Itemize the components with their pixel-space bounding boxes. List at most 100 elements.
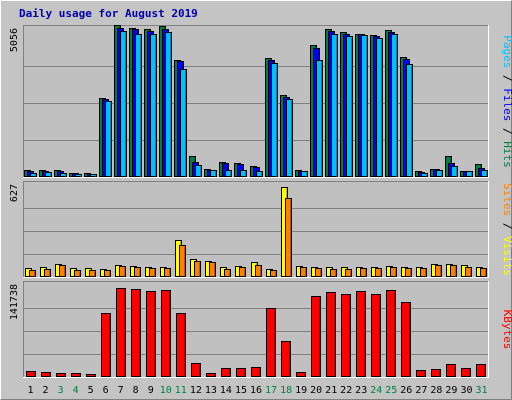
bar-pages-day-20 bbox=[316, 60, 323, 177]
bar-kbytes-day-25 bbox=[386, 290, 396, 377]
bar-sites-day-30 bbox=[465, 267, 472, 277]
bar-sites-day-6 bbox=[104, 270, 111, 277]
bar-pages-day-26 bbox=[406, 64, 413, 177]
panel-legend-label: Sites / Visits bbox=[501, 183, 512, 276]
bar-pages-day-12 bbox=[195, 165, 202, 177]
bar-pages-day-28 bbox=[436, 170, 443, 177]
bar-sites-day-23 bbox=[360, 268, 367, 277]
bar-pages-day-25 bbox=[391, 34, 398, 177]
bar-sites-day-25 bbox=[390, 267, 397, 277]
panel-background bbox=[23, 25, 489, 178]
bar-sites-day-18 bbox=[285, 198, 292, 277]
bar-kbytes-day-13 bbox=[206, 373, 216, 377]
bar-kbytes-day-7 bbox=[116, 288, 126, 377]
x-tick-day-17: 17 bbox=[265, 385, 277, 396]
x-tick-day-23: 23 bbox=[355, 385, 367, 396]
panel-border-light bbox=[23, 25, 489, 178]
bar-pages-day-7 bbox=[120, 31, 127, 177]
x-tick-day-12: 12 bbox=[190, 385, 202, 396]
panel-kbytes: 141738 KBytes bbox=[9, 281, 512, 378]
bar-pages-day-23 bbox=[361, 35, 368, 177]
bars-visits-sites bbox=[25, 187, 487, 277]
x-tick-day-22: 22 bbox=[340, 385, 352, 396]
bar-pages-day-30 bbox=[466, 171, 473, 177]
bar-pages-day-19 bbox=[301, 171, 308, 177]
bar-kbytes-day-11 bbox=[176, 313, 186, 377]
x-tick-day-29: 29 bbox=[445, 385, 457, 396]
bar-pages-day-2 bbox=[45, 172, 52, 177]
bar-sites-day-15 bbox=[239, 267, 246, 277]
x-tick-day-3: 3 bbox=[58, 385, 64, 396]
bars-kbytes bbox=[26, 288, 486, 377]
x-tick-day-8: 8 bbox=[133, 385, 139, 396]
x-tick-day-20: 20 bbox=[310, 385, 322, 396]
bar-pages-day-11 bbox=[180, 69, 187, 177]
panel-border-dark bbox=[23, 25, 489, 178]
x-tick-day-6: 6 bbox=[103, 385, 109, 396]
bar-sites-day-26 bbox=[405, 268, 412, 277]
legend-entry: Sites bbox=[501, 183, 512, 216]
bar-kbytes-day-16 bbox=[251, 367, 261, 377]
legend-entry: Files bbox=[501, 88, 512, 121]
x-tick-day-2: 2 bbox=[42, 385, 48, 396]
bar-kbytes-day-17 bbox=[266, 308, 276, 377]
bar-sites-day-19 bbox=[300, 267, 307, 277]
legend-entry: / bbox=[501, 121, 512, 141]
x-tick-day-15: 15 bbox=[235, 385, 247, 396]
bar-kbytes-day-1 bbox=[26, 371, 36, 377]
bar-kbytes-day-23 bbox=[356, 291, 366, 377]
panel-legend-label: KBytes bbox=[501, 310, 512, 350]
bar-kbytes-day-27 bbox=[416, 370, 426, 377]
bar-sites-day-17 bbox=[270, 270, 277, 277]
bar-pages-day-16 bbox=[256, 171, 263, 177]
bar-kbytes-day-8 bbox=[131, 289, 141, 377]
x-tick-day-7: 7 bbox=[118, 385, 124, 396]
bar-pages-day-3 bbox=[60, 173, 67, 177]
x-tick-day-10: 10 bbox=[160, 385, 172, 396]
bar-sites-day-27 bbox=[420, 268, 427, 277]
bar-sites-day-8 bbox=[134, 267, 141, 277]
x-tick-day-19: 19 bbox=[295, 385, 307, 396]
bar-pages-day-8 bbox=[135, 34, 142, 177]
bar-sites-day-5 bbox=[89, 270, 96, 277]
x-tick-day-27: 27 bbox=[415, 385, 427, 396]
bar-kbytes-day-18 bbox=[281, 341, 291, 377]
legend-entry: Visits bbox=[501, 236, 512, 276]
bar-sites-day-13 bbox=[209, 262, 216, 277]
bar-kbytes-day-12 bbox=[191, 363, 201, 377]
panel-border-dark bbox=[23, 281, 489, 378]
bar-kbytes-day-6 bbox=[101, 313, 111, 377]
x-tick-day-5: 5 bbox=[88, 385, 94, 396]
bar-pages-day-29 bbox=[451, 166, 458, 177]
bar-kbytes-day-3 bbox=[56, 373, 66, 377]
bar-kbytes-day-2 bbox=[41, 372, 51, 377]
x-tick-day-11: 11 bbox=[175, 385, 187, 396]
bar-pages-day-1 bbox=[30, 173, 37, 177]
x-tick-labels: 1 2 3 4 5 6 7 8 9 10 11 12 13 14 15 16 17 18 19 20 21 22 23 24 2… bbox=[27, 385, 487, 396]
bar-kbytes-day-20 bbox=[311, 296, 321, 377]
bar-sites-day-29 bbox=[450, 265, 457, 277]
bar-kbytes-day-26 bbox=[401, 302, 411, 377]
bar-kbytes-day-15 bbox=[236, 368, 246, 377]
bar-pages-day-10 bbox=[165, 32, 172, 177]
bar-sites-day-20 bbox=[315, 268, 322, 277]
bar-sites-day-28 bbox=[435, 265, 442, 277]
x-tick-day-26: 26 bbox=[400, 385, 412, 396]
bar-kbytes-day-31 bbox=[476, 364, 486, 377]
panel-border-light bbox=[23, 181, 489, 278]
x-tick-day-9: 9 bbox=[148, 385, 154, 396]
bar-pages-day-24 bbox=[376, 38, 383, 177]
bar-pages-day-21 bbox=[331, 34, 338, 177]
legend-entry: KBytes bbox=[501, 310, 512, 350]
bar-pages-day-14 bbox=[225, 170, 232, 177]
y-axis-max-label: 627 bbox=[9, 184, 20, 202]
panel-border-light bbox=[23, 281, 489, 378]
bar-pages-day-18 bbox=[286, 99, 293, 177]
bar-kbytes-day-19 bbox=[296, 372, 306, 377]
bar-sites-day-12 bbox=[194, 261, 201, 277]
bar-kbytes-day-10 bbox=[161, 290, 171, 377]
bar-pages-day-17 bbox=[271, 63, 278, 177]
panel-legend-label: Pages / Files / Hits bbox=[501, 35, 512, 168]
bar-sites-day-9 bbox=[149, 268, 156, 277]
